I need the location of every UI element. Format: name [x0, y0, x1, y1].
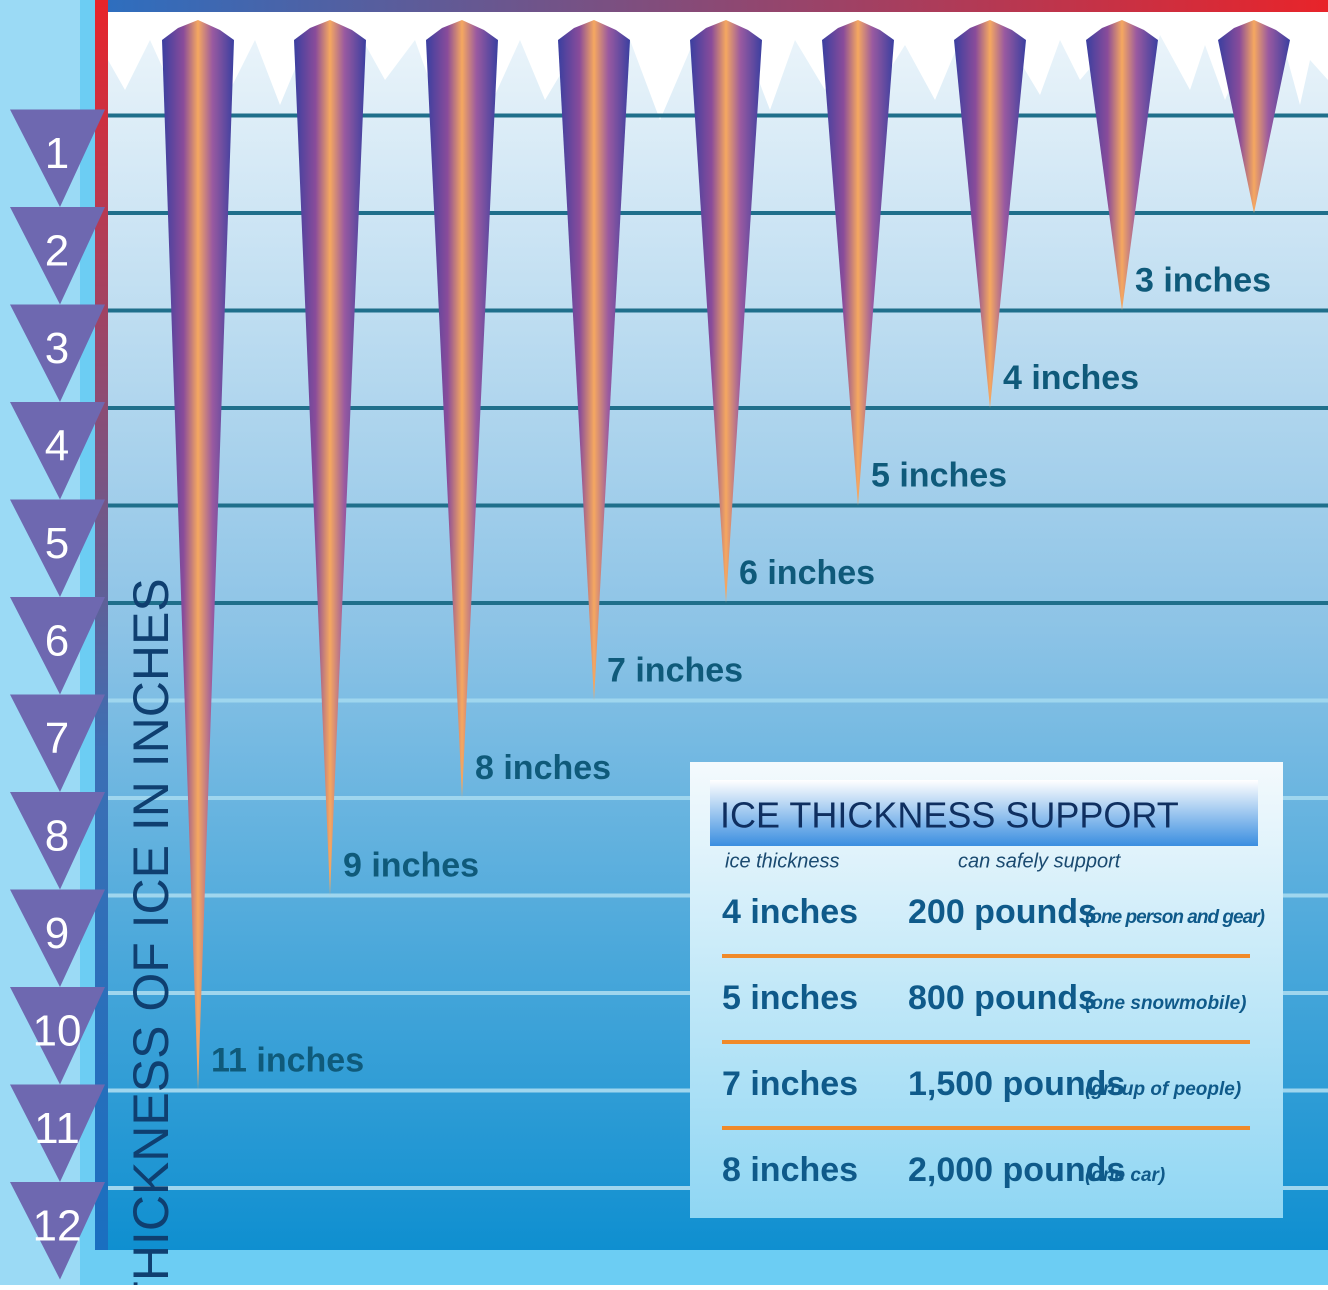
y-tick-label: 10 [33, 1007, 82, 1056]
y-axis-label: THICKNESS OF ICE IN INCHES [123, 578, 179, 1285]
table-title: ICE THICKNESS SUPPORT [720, 795, 1179, 836]
tick-marker [10, 792, 105, 890]
tick-marker [10, 109, 105, 207]
tick-marker [10, 304, 105, 402]
side-bar [95, 0, 108, 1250]
y-tick-label: 6 [45, 617, 69, 666]
y-tick-label: 12 [33, 1202, 82, 1251]
y-tick-label: 2 [45, 227, 69, 276]
icicle [426, 20, 498, 798]
y-tick-label: 4 [45, 422, 69, 471]
icicle [954, 20, 1026, 408]
table-note: (group of people) [1085, 1079, 1241, 1100]
icicle-label: 5 inches [871, 456, 1007, 494]
y-tick-label: 5 [45, 519, 69, 568]
table-cell: 200 pounds [908, 893, 1097, 931]
table-header [710, 780, 1258, 846]
icicle-label: 3 inches [1135, 261, 1271, 299]
icicle-label: 7 inches [607, 651, 743, 689]
table-cell: 8 inches [722, 1151, 858, 1189]
tick-marker [10, 402, 105, 500]
tick-marker [10, 499, 105, 597]
table-cell: 5 inches [722, 979, 858, 1017]
table-cell: 7 inches [722, 1065, 858, 1103]
tick-marker [10, 987, 105, 1085]
column-header: can safely support [958, 850, 1122, 872]
y-tick-label: 9 [45, 909, 69, 958]
table-note: (one snowmobile) [1085, 993, 1247, 1014]
tick-marker [10, 889, 105, 987]
icicle [822, 20, 894, 506]
table-cell: 2,000 pounds [908, 1151, 1125, 1189]
y-tick-label: 7 [45, 714, 69, 763]
icicle-label: 6 inches [739, 554, 875, 592]
icicle [1086, 20, 1158, 311]
y-tick-label: 11 [34, 1104, 80, 1153]
table-note: (one person and gear) [1085, 907, 1265, 928]
icicle [1218, 20, 1290, 213]
table-cell: 800 pounds [908, 979, 1097, 1017]
tick-marker [10, 207, 105, 305]
tick-marker [10, 694, 105, 792]
table: ICE THICKNESS SUPPORT ice thickness can … [690, 762, 1283, 1218]
icicle-label: 8 inches [475, 749, 611, 787]
icicle [690, 20, 762, 603]
top-bar [95, 0, 1328, 12]
table-cell: 4 inches [722, 893, 858, 931]
y-tick-label: 8 [45, 812, 69, 861]
icicle [294, 20, 366, 896]
icicle-label: 4 inches [1003, 359, 1139, 397]
column-header: ice thickness [725, 850, 840, 872]
tick-marker [10, 1084, 105, 1182]
table-note: (one car) [1085, 1165, 1165, 1186]
icicle-label: 9 inches [343, 846, 479, 884]
tick-marker [10, 597, 105, 695]
tick-marker [10, 1182, 105, 1280]
icicle [558, 20, 630, 701]
y-tick-label: 3 [45, 324, 69, 373]
table-cell: 1,500 pounds [908, 1065, 1125, 1103]
icicles: 11 inches 9 inches 8 inches 7 inches 6 inche… [162, 20, 1290, 1091]
icicle-label: 11 inches [211, 1041, 364, 1079]
icicle [162, 20, 234, 1091]
y-tick-label: 1 [45, 129, 69, 178]
